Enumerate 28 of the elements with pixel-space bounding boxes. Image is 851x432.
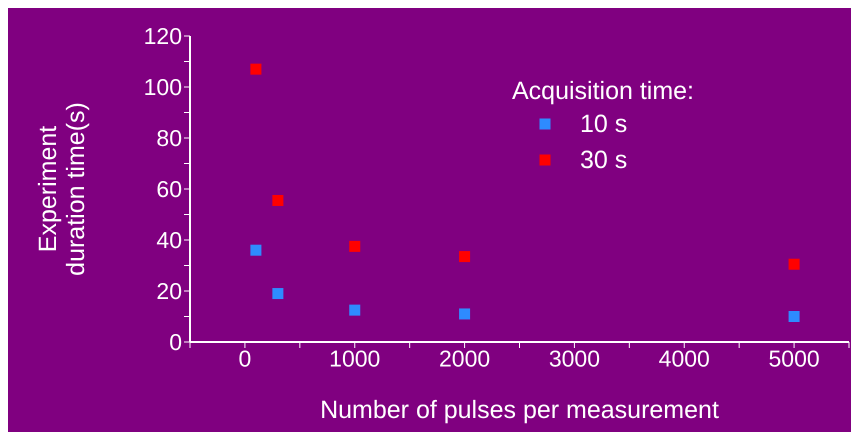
y-tick-label: 0 [169,329,182,356]
point [272,194,284,206]
y-tick-label: 80 [156,125,182,152]
point [250,244,262,256]
y-tick-label: 20 [156,278,182,304]
point [788,258,800,270]
x-tick-label: 3000 [548,345,600,372]
x-tick-label: 4000 [658,345,710,372]
point [272,288,284,300]
point [250,64,262,75]
point [349,240,360,252]
point [459,308,470,320]
y-axis-title: Experiment duration time(s) [34,102,90,276]
legend-label: 10 s [580,110,628,138]
y-tick-label: 120 [144,23,182,50]
legend-title: Acquisition time: [510,76,696,106]
legend-label: 30 s [580,146,628,174]
x-tick-label: 5000 [768,345,820,372]
y-tick-label: 60 [156,176,182,202]
x-tick-label: 0 [238,345,252,372]
y-tick-label: 100 [144,74,182,100]
x-tick-label: 2000 [438,345,490,372]
y-tick-label: 40 [156,227,182,254]
point [788,311,800,322]
point [349,304,360,316]
x-axis-title: Number of pulses per measurement [320,396,719,424]
point [459,251,470,262]
x-tick-label: 1000 [329,345,380,372]
